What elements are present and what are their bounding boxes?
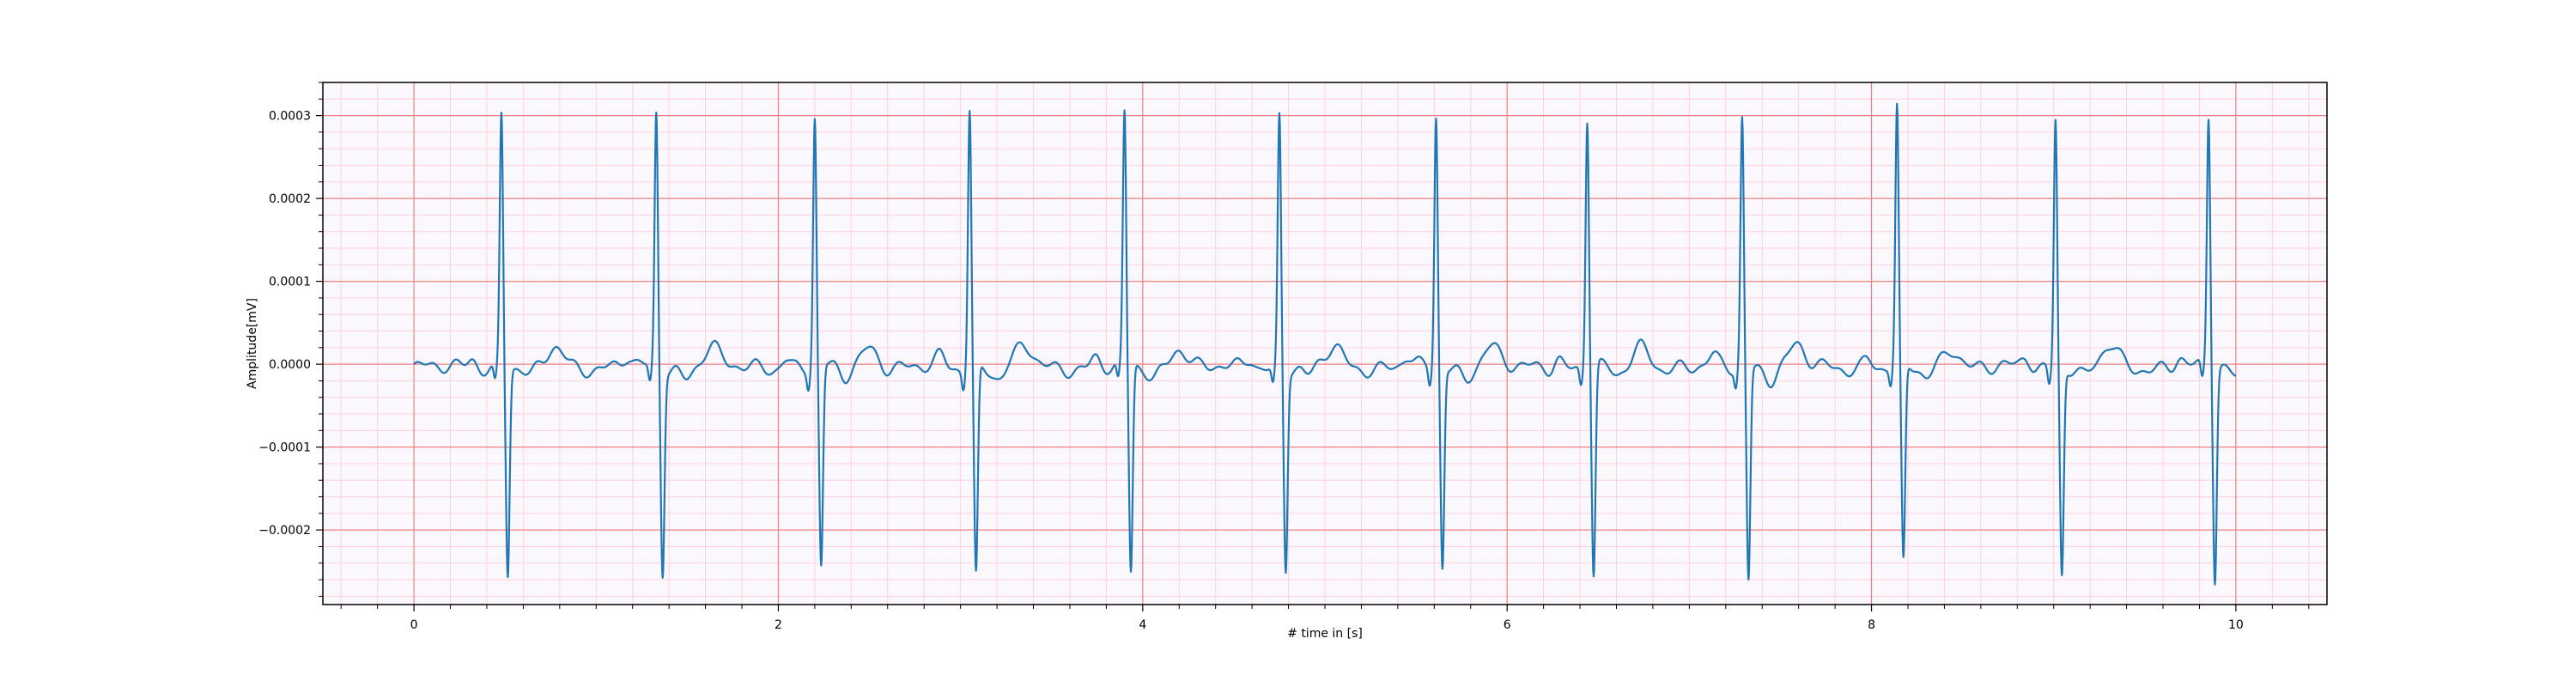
y-tick-label: −0.0001 xyxy=(258,441,311,455)
x-axis-label: # time in [s] xyxy=(1287,627,1363,641)
y-tick-label: 0.0001 xyxy=(269,276,311,289)
x-tick-label: 0 xyxy=(410,618,418,632)
x-tick-label: 2 xyxy=(775,618,782,632)
y-axis-label: Amplitude[mV] xyxy=(246,298,259,389)
x-tick-label: 4 xyxy=(1139,618,1146,632)
series-layer xyxy=(413,102,2237,586)
y-tick-label: −0.0002 xyxy=(258,524,311,538)
y-tick-label: 0.0000 xyxy=(269,358,311,372)
x-tick-label: 8 xyxy=(1868,618,1875,632)
x-tick-label: 10 xyxy=(2228,618,2244,632)
minor-grid xyxy=(323,82,2327,605)
y-tick-label: 0.0003 xyxy=(269,110,311,124)
ecg-series-line xyxy=(413,102,2237,586)
axis-ticks: 0 2 4 6 8 10 −0.0002 −0.0001 0.0000 0.0001 0.0002 0… xyxy=(258,82,2310,632)
x-tick-label: 6 xyxy=(1504,618,1511,632)
y-tick-label: 0.0002 xyxy=(269,192,311,206)
